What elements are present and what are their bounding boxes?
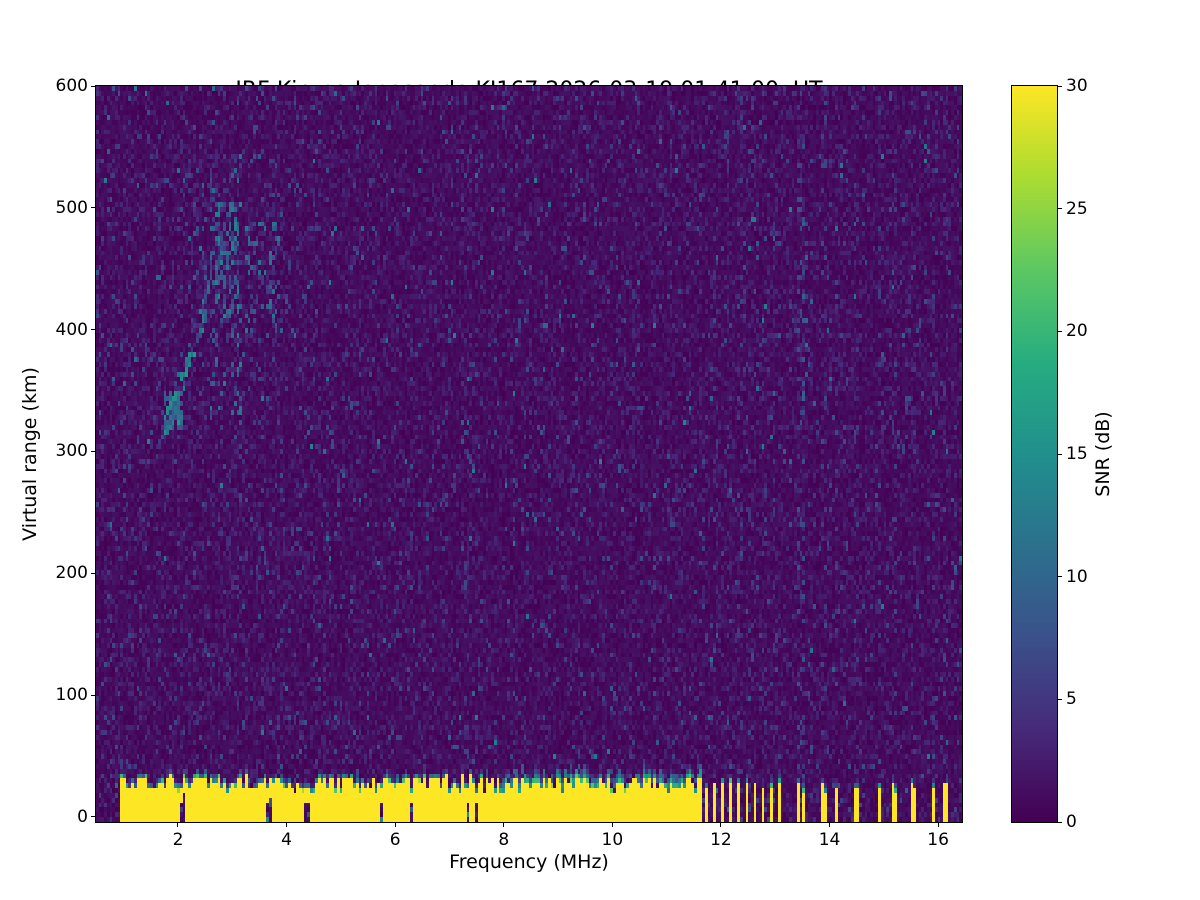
y-tick-label: 300 bbox=[55, 441, 88, 462]
colorbar-tick-label: 30 bbox=[1066, 76, 1088, 96]
colorbar-tick-label: 5 bbox=[1066, 689, 1077, 710]
x-tick-mark bbox=[937, 823, 939, 827]
y-tick-mark bbox=[91, 816, 95, 818]
colorbar-tick-mark bbox=[1058, 208, 1062, 210]
colorbar-tick-label: 20 bbox=[1066, 321, 1088, 342]
x-tick-label: 6 bbox=[389, 830, 401, 850]
x-tick-mark bbox=[394, 823, 396, 827]
y-tick-label: 600 bbox=[55, 76, 88, 96]
y-tick-label: 500 bbox=[55, 197, 88, 218]
y-tick-label: 100 bbox=[55, 685, 88, 706]
y-tick-mark bbox=[91, 694, 95, 696]
x-axis-label: Frequency (MHz) bbox=[449, 851, 609, 873]
x-tick-mark bbox=[829, 823, 831, 827]
y-tick-mark bbox=[91, 85, 95, 87]
colorbar-tick-mark bbox=[1058, 698, 1062, 700]
y-tick-mark bbox=[91, 329, 95, 331]
colorbar bbox=[1011, 85, 1058, 823]
colorbar-tick-mark bbox=[1058, 453, 1062, 455]
x-tick-label: 4 bbox=[281, 830, 292, 850]
y-tick-mark bbox=[91, 572, 95, 574]
colorbar-tick-label: 25 bbox=[1066, 198, 1088, 219]
x-tick-mark bbox=[720, 823, 722, 827]
x-tick-mark bbox=[177, 823, 179, 827]
colorbar-gradient bbox=[1012, 86, 1057, 822]
y-tick-label: 0 bbox=[77, 806, 88, 827]
ionogram-heatmap bbox=[96, 86, 962, 822]
colorbar-tick-label: 10 bbox=[1066, 566, 1088, 587]
colorbar-tick-label: 15 bbox=[1066, 444, 1088, 464]
y-tick-mark bbox=[91, 207, 95, 209]
x-tick-mark bbox=[503, 823, 505, 827]
x-tick-label: 14 bbox=[818, 830, 841, 850]
colorbar-tick-label: 0 bbox=[1066, 812, 1077, 832]
x-tick-label: 10 bbox=[601, 830, 624, 850]
y-tick-label: 200 bbox=[55, 563, 88, 584]
y-tick-label: 400 bbox=[55, 319, 88, 340]
y-tick-mark bbox=[91, 450, 95, 452]
colorbar-tick-mark bbox=[1058, 330, 1062, 332]
colorbar-tick-mark bbox=[1058, 821, 1062, 823]
x-tick-mark bbox=[611, 823, 613, 827]
colorbar-tick-mark bbox=[1058, 576, 1062, 578]
x-tick-mark bbox=[286, 823, 288, 827]
x-tick-label: 2 bbox=[172, 830, 184, 850]
x-tick-label: 8 bbox=[498, 830, 510, 850]
plot-area bbox=[95, 85, 963, 823]
colorbar-tick-mark bbox=[1058, 85, 1062, 87]
x-tick-label: 16 bbox=[927, 830, 949, 850]
x-tick-label: 12 bbox=[710, 830, 732, 850]
